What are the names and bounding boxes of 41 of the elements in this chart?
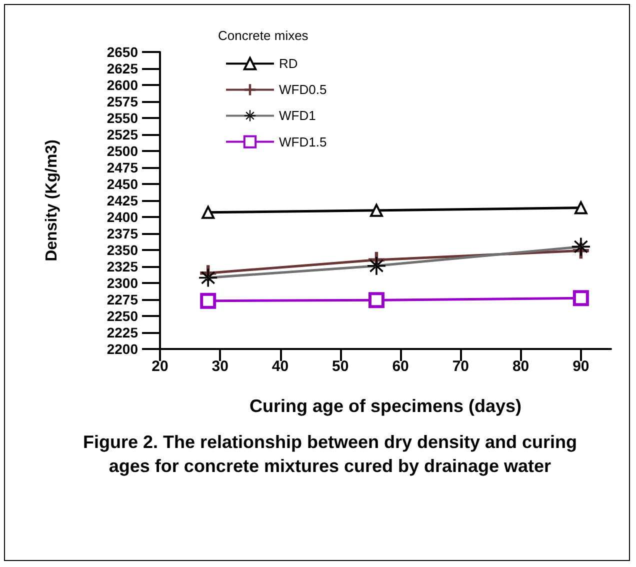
x-tick-label: 20 xyxy=(152,358,168,375)
point xyxy=(370,204,383,217)
y-tick-label: 2400 xyxy=(106,209,138,225)
point xyxy=(572,290,589,306)
y-tick-label: 2650 xyxy=(106,44,138,60)
y-tick-label: 2200 xyxy=(106,341,138,357)
x-tick-label: 40 xyxy=(272,358,289,375)
x-tick-label: 90 xyxy=(572,358,590,375)
x-tick-label: 80 xyxy=(512,358,530,375)
y-tick-label: 2500 xyxy=(106,143,138,159)
y-tick-label: 2525 xyxy=(106,126,138,142)
x-tick-label: 30 xyxy=(212,358,228,375)
caption: Figure 2. The relationship between dry density and curing ages for concrete mixtures cured by drainage water xyxy=(82,431,578,478)
x-tick-label: 70 xyxy=(452,358,470,375)
x-tick-label: 60 xyxy=(392,358,409,375)
y-tick-label: 2450 xyxy=(106,176,138,192)
legend-label: RD xyxy=(279,56,298,72)
y-tick-label: 2425 xyxy=(106,192,138,208)
x-axis-title: Curing age of specimens (days) xyxy=(249,396,522,416)
y-tick-label: 2325 xyxy=(106,258,138,274)
y-tick-label: 2575 xyxy=(106,94,138,110)
y-tick-label: 2275 xyxy=(106,292,138,308)
y-tick-label: 2225 xyxy=(106,324,138,340)
y-tick-label: 2300 xyxy=(106,275,138,291)
y-tick-label: 2600 xyxy=(106,77,138,93)
legend-label: WFD0.5 xyxy=(279,82,327,98)
point xyxy=(574,201,588,214)
y-tick-label: 2350 xyxy=(106,242,138,258)
legend-label: WFD1.5 xyxy=(279,134,327,150)
point xyxy=(202,206,215,219)
y-tick-label: 2250 xyxy=(106,308,138,324)
y-axis-title: Density (Kg/m3) xyxy=(44,140,60,262)
y-tick-label: 2375 xyxy=(106,226,138,242)
point xyxy=(200,292,216,309)
legend-label: WFD1 xyxy=(279,108,316,124)
y-tick-label: 2550 xyxy=(106,110,138,126)
legend-title: Concrete mixes xyxy=(218,28,308,43)
y-tick-label: 2475 xyxy=(106,160,138,176)
y-tick-label: 2625 xyxy=(106,60,138,76)
point xyxy=(368,292,384,308)
x-tick-label: 50 xyxy=(332,358,349,375)
